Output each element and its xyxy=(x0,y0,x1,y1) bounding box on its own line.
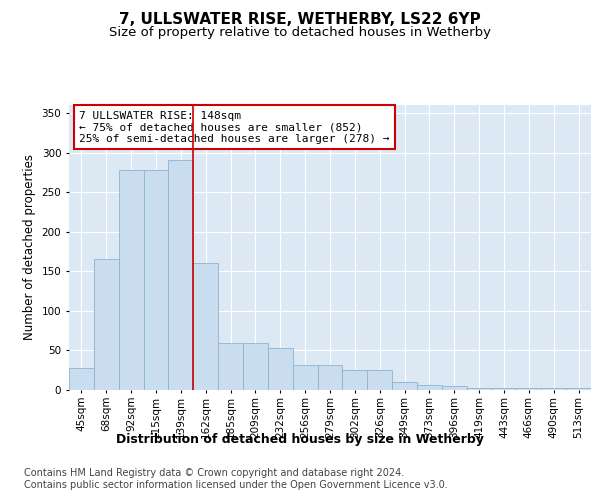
Bar xyxy=(119,170,143,390)
Text: 7 ULLSWATER RISE: 148sqm
← 75% of detached houses are smaller (852)
25% of semi-: 7 ULLSWATER RISE: 148sqm ← 75% of detach… xyxy=(79,110,390,144)
Text: 7, ULLSWATER RISE, WETHERBY, LS22 6YP: 7, ULLSWATER RISE, WETHERBY, LS22 6YP xyxy=(119,12,481,28)
Bar xyxy=(169,160,193,390)
Bar xyxy=(143,170,169,390)
Bar xyxy=(566,388,591,390)
Bar xyxy=(417,385,442,390)
Bar xyxy=(467,388,491,390)
Bar xyxy=(343,370,367,390)
Bar xyxy=(218,344,243,390)
Bar xyxy=(293,364,317,390)
Text: Distribution of detached houses by size in Wetherby: Distribution of detached houses by size … xyxy=(116,432,484,446)
Text: Size of property relative to detached houses in Wetherby: Size of property relative to detached ho… xyxy=(109,26,491,39)
Bar xyxy=(69,368,94,390)
Bar xyxy=(442,386,467,390)
Bar xyxy=(491,388,517,390)
Text: Contains HM Land Registry data © Crown copyright and database right 2024.: Contains HM Land Registry data © Crown c… xyxy=(24,468,404,477)
Bar xyxy=(268,348,293,390)
Bar xyxy=(541,388,566,390)
Text: Contains public sector information licensed under the Open Government Licence v3: Contains public sector information licen… xyxy=(24,480,448,490)
Bar xyxy=(392,382,417,390)
Bar xyxy=(94,260,119,390)
Y-axis label: Number of detached properties: Number of detached properties xyxy=(23,154,36,340)
Bar xyxy=(193,264,218,390)
Bar xyxy=(317,364,343,390)
Bar xyxy=(367,370,392,390)
Bar xyxy=(243,344,268,390)
Bar xyxy=(517,388,541,390)
